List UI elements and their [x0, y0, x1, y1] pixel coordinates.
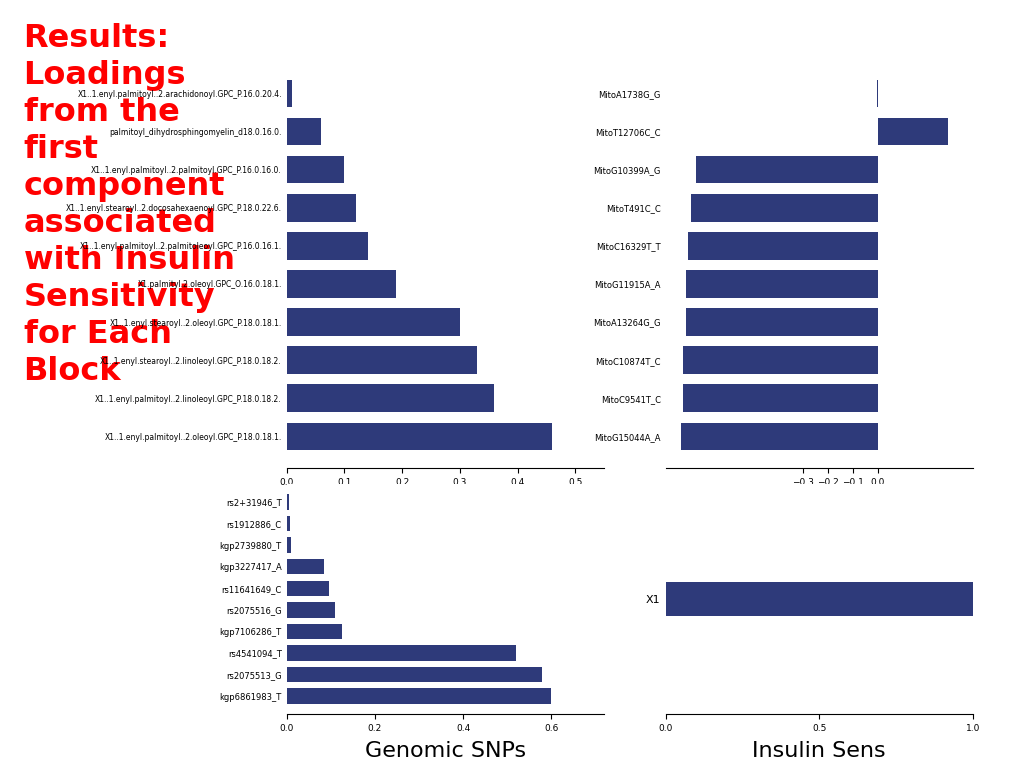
Bar — [287, 309, 460, 336]
X-axis label: Genomic SNPs: Genomic SNPs — [365, 741, 526, 761]
X-axis label: Insulin Sens: Insulin Sens — [753, 741, 886, 761]
Bar — [686, 270, 878, 298]
Bar — [287, 516, 290, 531]
Bar — [688, 232, 878, 260]
Bar — [287, 80, 293, 108]
Bar — [287, 624, 342, 639]
Bar — [287, 232, 368, 260]
Bar — [287, 346, 477, 374]
Bar — [287, 602, 335, 617]
Bar — [695, 156, 878, 184]
Bar — [287, 270, 396, 298]
Bar — [287, 194, 356, 221]
Bar — [287, 688, 551, 703]
Bar — [683, 346, 878, 374]
Bar — [666, 582, 973, 616]
Bar — [287, 645, 516, 660]
X-axis label: Metabolites: Metabolites — [381, 495, 510, 515]
Bar — [878, 118, 948, 145]
Bar — [686, 309, 878, 336]
Bar — [683, 385, 878, 412]
Bar — [681, 422, 878, 450]
Bar — [287, 156, 344, 184]
Bar — [287, 538, 291, 553]
Bar — [287, 422, 552, 450]
Bar — [287, 495, 289, 510]
Bar — [287, 581, 329, 596]
Bar — [287, 118, 322, 145]
Bar — [287, 559, 325, 574]
Bar — [287, 667, 543, 682]
Bar — [877, 80, 878, 108]
Bar — [690, 194, 878, 221]
X-axis label: MT SNPS: MT SNPS — [770, 495, 868, 515]
Bar — [287, 385, 495, 412]
Text: Results:
Loadings
from the
first
component
associated
with Insulin
Sensitivity
f: Results: Loadings from the first compone… — [24, 23, 234, 387]
